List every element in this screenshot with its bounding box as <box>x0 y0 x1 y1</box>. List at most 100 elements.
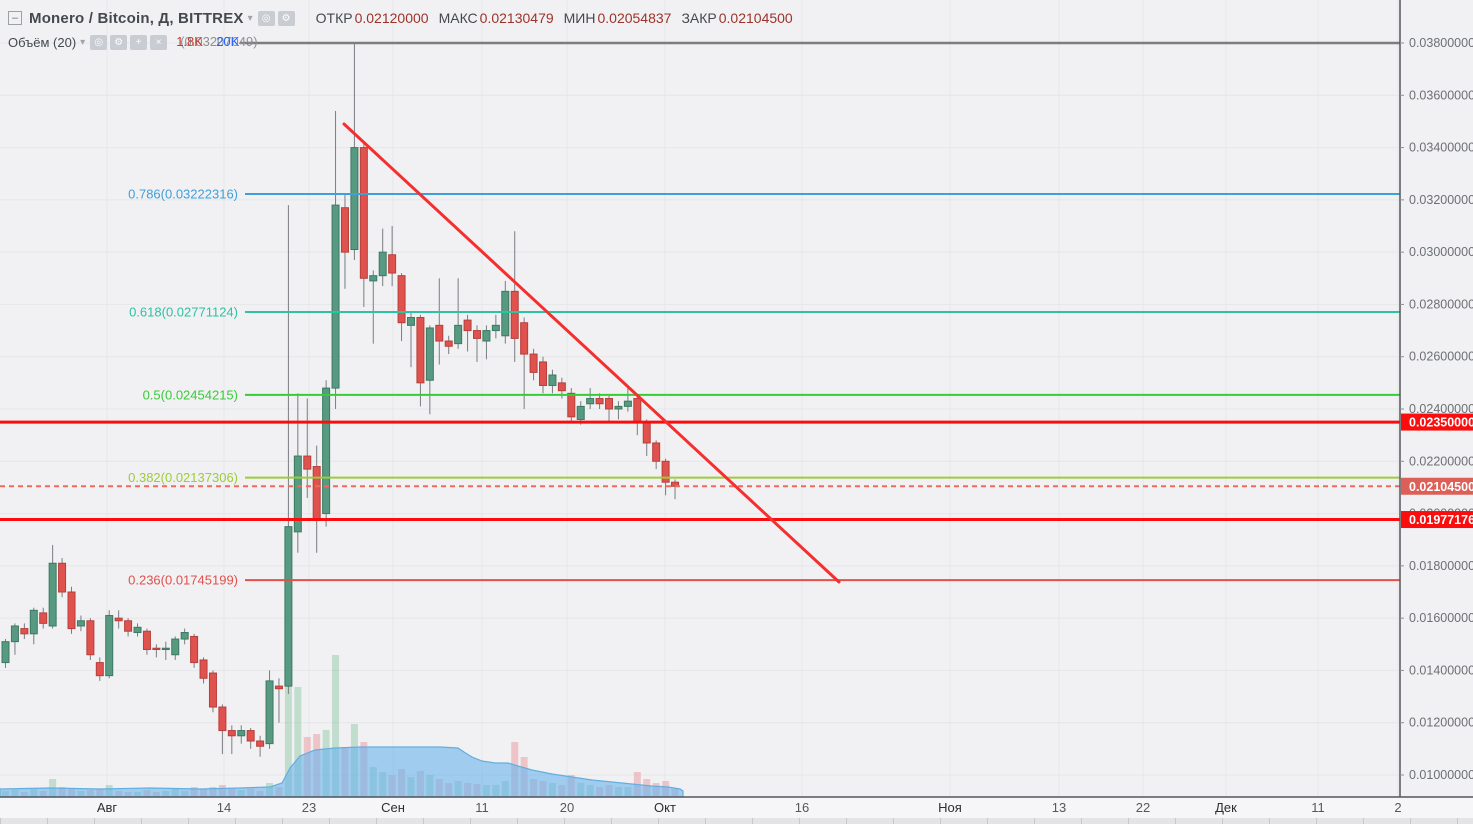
candle[interactable] <box>340 194 349 289</box>
candle[interactable] <box>199 657 208 684</box>
candle[interactable] <box>142 628 151 655</box>
candle-body <box>633 398 642 423</box>
candle[interactable] <box>529 348 538 381</box>
candle[interactable] <box>595 393 604 409</box>
candle[interactable] <box>95 657 104 681</box>
candle[interactable] <box>444 335 453 355</box>
candle[interactable] <box>48 544 57 629</box>
candle[interactable] <box>491 314 500 339</box>
candle[interactable] <box>586 388 595 409</box>
candle[interactable] <box>435 278 444 365</box>
candle[interactable] <box>369 270 378 344</box>
candle[interactable] <box>359 142 368 308</box>
time-axis[interactable]: Авг 14 23 Сен 11 20 Окт 16 Ноя 13 22 Дек 11 2 <box>97 800 1402 815</box>
candle[interactable] <box>171 636 180 660</box>
candle[interactable] <box>180 628 189 645</box>
candles[interactable] <box>1 43 680 757</box>
candle[interactable] <box>548 369 557 394</box>
candle[interactable] <box>227 725 236 755</box>
candle[interactable] <box>416 314 425 407</box>
candle[interactable] <box>161 641 170 660</box>
candle[interactable] <box>1 639 10 668</box>
candle-body <box>454 324 463 345</box>
candle[interactable] <box>397 273 406 342</box>
candle[interactable] <box>614 401 623 420</box>
candle-body <box>406 317 415 326</box>
close-icon[interactable]: × <box>150 34 168 50</box>
chevron-down-icon[interactable]: ▾ <box>247 12 253 24</box>
candle-body <box>265 680 274 745</box>
trendline[interactable] <box>342 122 841 584</box>
candle-body <box>246 730 255 742</box>
price-axis[interactable]: 0.03800000 0.03600000 0.03400000 0.03200000… <box>1400 36 1473 782</box>
candle[interactable] <box>190 633 199 668</box>
candle[interactable] <box>218 704 227 755</box>
chevron-down-icon[interactable]: ▾ <box>80 36 86 48</box>
price-tick-label: 0.01400000 <box>1409 663 1473 677</box>
candle[interactable] <box>284 205 293 694</box>
settings-icon[interactable]: ⚙ <box>110 34 128 50</box>
symbol-title[interactable]: Monero / Bitcoin, Д, BITTREX <box>29 9 244 27</box>
eye-icon[interactable]: ◎ <box>90 34 108 50</box>
candle[interactable] <box>510 231 519 362</box>
settings-icon[interactable]: ⚙ <box>277 10 295 26</box>
candle[interactable] <box>605 395 614 423</box>
candle-body <box>171 638 180 656</box>
candle[interactable] <box>105 610 114 679</box>
candle[interactable] <box>86 618 95 660</box>
volume-bar[interactable] <box>284 600 292 797</box>
volume-indicator-label[interactable]: Объём (20) <box>8 34 77 50</box>
time-axis-band[interactable] <box>0 797 1473 818</box>
candle[interactable] <box>237 725 246 744</box>
candle[interactable] <box>29 607 38 645</box>
add-icon[interactable]: + <box>130 34 148 50</box>
candle[interactable] <box>274 678 283 723</box>
candle[interactable] <box>58 558 67 598</box>
candle[interactable] <box>473 325 481 362</box>
candle[interactable] <box>67 586 76 634</box>
candle[interactable] <box>652 440 661 470</box>
candle[interactable] <box>567 388 576 423</box>
candle[interactable] <box>114 610 123 629</box>
candle[interactable] <box>388 226 397 287</box>
volume-bar[interactable] <box>332 655 340 797</box>
candle[interactable] <box>463 314 472 352</box>
candle[interactable] <box>406 312 415 368</box>
candle[interactable] <box>454 278 463 349</box>
candle[interactable] <box>482 325 491 360</box>
candle[interactable] <box>303 398 312 498</box>
candle[interactable] <box>293 393 302 553</box>
candle[interactable] <box>10 623 19 655</box>
candle[interactable] <box>208 670 217 713</box>
candle-body <box>614 405 623 410</box>
candle-body <box>29 609 38 635</box>
time-tick-label: 13 <box>1052 800 1066 815</box>
candle-body <box>161 647 170 651</box>
candle[interactable] <box>124 618 133 637</box>
candle[interactable] <box>331 110 340 409</box>
candle-body <box>133 626 142 634</box>
candle[interactable] <box>350 43 359 260</box>
high-label: МАКС <box>438 10 478 26</box>
candle[interactable] <box>520 317 529 410</box>
candle[interactable] <box>76 615 85 632</box>
candle[interactable] <box>246 727 255 749</box>
candle[interactable] <box>265 670 274 749</box>
collapse-legend-icon[interactable]: – <box>8 11 22 25</box>
candle[interactable] <box>256 735 265 757</box>
candle[interactable] <box>425 325 434 415</box>
candle[interactable] <box>39 607 48 629</box>
candle[interactable] <box>623 385 632 412</box>
candle[interactable] <box>322 380 331 527</box>
candle[interactable] <box>152 644 161 658</box>
eye-icon[interactable]: ◎ <box>257 10 275 26</box>
svg-text:0.02104500: 0.02104500 <box>1409 480 1473 494</box>
candle[interactable] <box>133 623 142 637</box>
fib-retracement[interactable]: 0.786(0.03222316) 0.618(0.02771124) 0.5(0.… <box>128 187 1400 588</box>
volume-bar[interactable] <box>294 687 302 797</box>
candle[interactable] <box>539 356 548 394</box>
candle[interactable] <box>378 228 387 287</box>
candle[interactable] <box>20 623 29 640</box>
